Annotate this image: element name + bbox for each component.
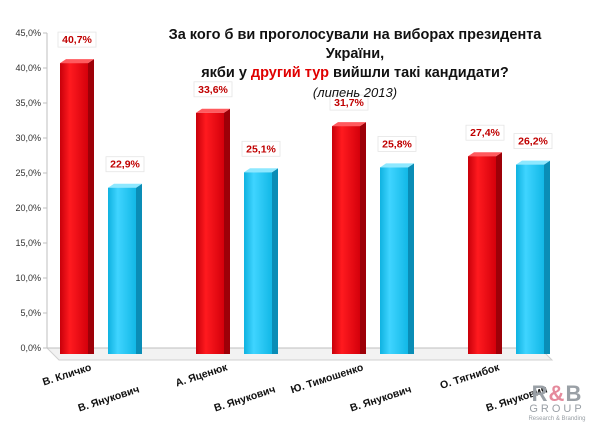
rb-group-logo: R&B GROUP Research & Branding (522, 381, 592, 423)
value-label-box (329, 94, 369, 111)
y-tick-label: 20,0% (15, 203, 41, 213)
logo-amp: & (548, 381, 566, 406)
y-tick-label: 35,0% (15, 98, 41, 108)
value-label-box (241, 140, 281, 157)
y-tick-label: 10,0% (15, 273, 41, 283)
title-highlight: другий тур (250, 65, 329, 81)
value-label: 27,4% (470, 127, 500, 139)
bar-side (136, 183, 142, 354)
title-line-2-start: якби у (201, 65, 251, 81)
x-category-label: Ю. Тимошенко (289, 361, 365, 396)
chart-subtitle: (липень 2013) (312, 85, 398, 100)
y-tick-label: 25,0% (15, 168, 41, 178)
value-labels-group: 40,7% 22,9% 33,6% 25,1% 31,7% 25,8% 27,4% 26,2% (57, 31, 553, 173)
logo-group-text: GROUP (529, 403, 585, 415)
value-label: 22,9% (110, 159, 140, 171)
bar-side (224, 108, 230, 354)
value-label: 31,7% (334, 97, 364, 109)
title-line-2-end: вийшли такі кандидати? (328, 65, 509, 81)
bar-top (244, 168, 278, 173)
bar-top (332, 122, 366, 127)
bar-top (468, 152, 502, 157)
value-label: 25,1% (246, 143, 276, 155)
x-category-label: В. Янукович (77, 383, 141, 414)
logo-mark: R&B (522, 381, 592, 406)
value-label-box (465, 124, 505, 141)
y-tick-label: 30,0% (15, 133, 41, 143)
chart-title: За кого б ви проголосували на виборах пр… (150, 26, 560, 102)
y-tick-label: 0,0% (20, 343, 41, 353)
bar-side (408, 163, 414, 354)
bar-yanukovych (108, 187, 136, 354)
x-category-label: В. Янукович (213, 383, 277, 414)
value-label-box (193, 81, 233, 98)
bar-top (108, 183, 142, 188)
bar-side (88, 59, 94, 354)
x-category-label: А. Яценюк (174, 361, 230, 389)
x-category-label: О. Тягнибок (439, 361, 502, 392)
y-tick-label: 45,0% (15, 28, 41, 38)
bar-top (380, 163, 414, 168)
bar-top (196, 108, 230, 113)
title-line-1: За кого б ви проголосували на виборах пр… (168, 27, 542, 62)
bar-candidate (468, 156, 496, 354)
bar-candidate (60, 63, 88, 354)
bar-side (544, 160, 550, 354)
bar-yanukovych (516, 164, 544, 354)
value-label: 25,8% (382, 138, 412, 150)
bar-top (60, 59, 94, 64)
value-label: 40,7% (62, 34, 92, 46)
bar-side (360, 122, 366, 354)
bar-candidate (332, 126, 360, 354)
y-tick-label: 5,0% (20, 308, 41, 318)
value-label-box (513, 133, 553, 150)
logo-b: B (565, 381, 583, 406)
bar-side (496, 152, 502, 354)
bars-group (60, 59, 550, 354)
title-line-2: якби у другий тур вийшли такі кандидати? (150, 64, 560, 83)
bar-yanukovych (380, 167, 408, 354)
x-category-label: В. Янукович (349, 383, 413, 414)
bar-side (272, 168, 278, 354)
value-label: 33,6% (198, 84, 228, 96)
bar-candidate (196, 112, 224, 354)
y-axis: 0,0% 5,0% 10,0% 15,0% 20,0% 25,0% 30,0% 35,0% 40… (15, 28, 48, 353)
y-tick-label: 15,0% (15, 238, 41, 248)
x-category-label: В. Кличко (41, 361, 93, 388)
logo-tagline: Research & Branding (528, 416, 586, 422)
y-tick-label: 40,0% (15, 63, 41, 73)
value-label: 26,2% (518, 136, 548, 148)
value-label-box (105, 156, 145, 173)
bar-yanukovych (244, 172, 272, 354)
chart-floor (45, 347, 554, 361)
value-label-box (57, 31, 97, 48)
logo-r: R (531, 381, 549, 406)
bar-top (516, 160, 550, 165)
value-label-box (377, 135, 417, 152)
